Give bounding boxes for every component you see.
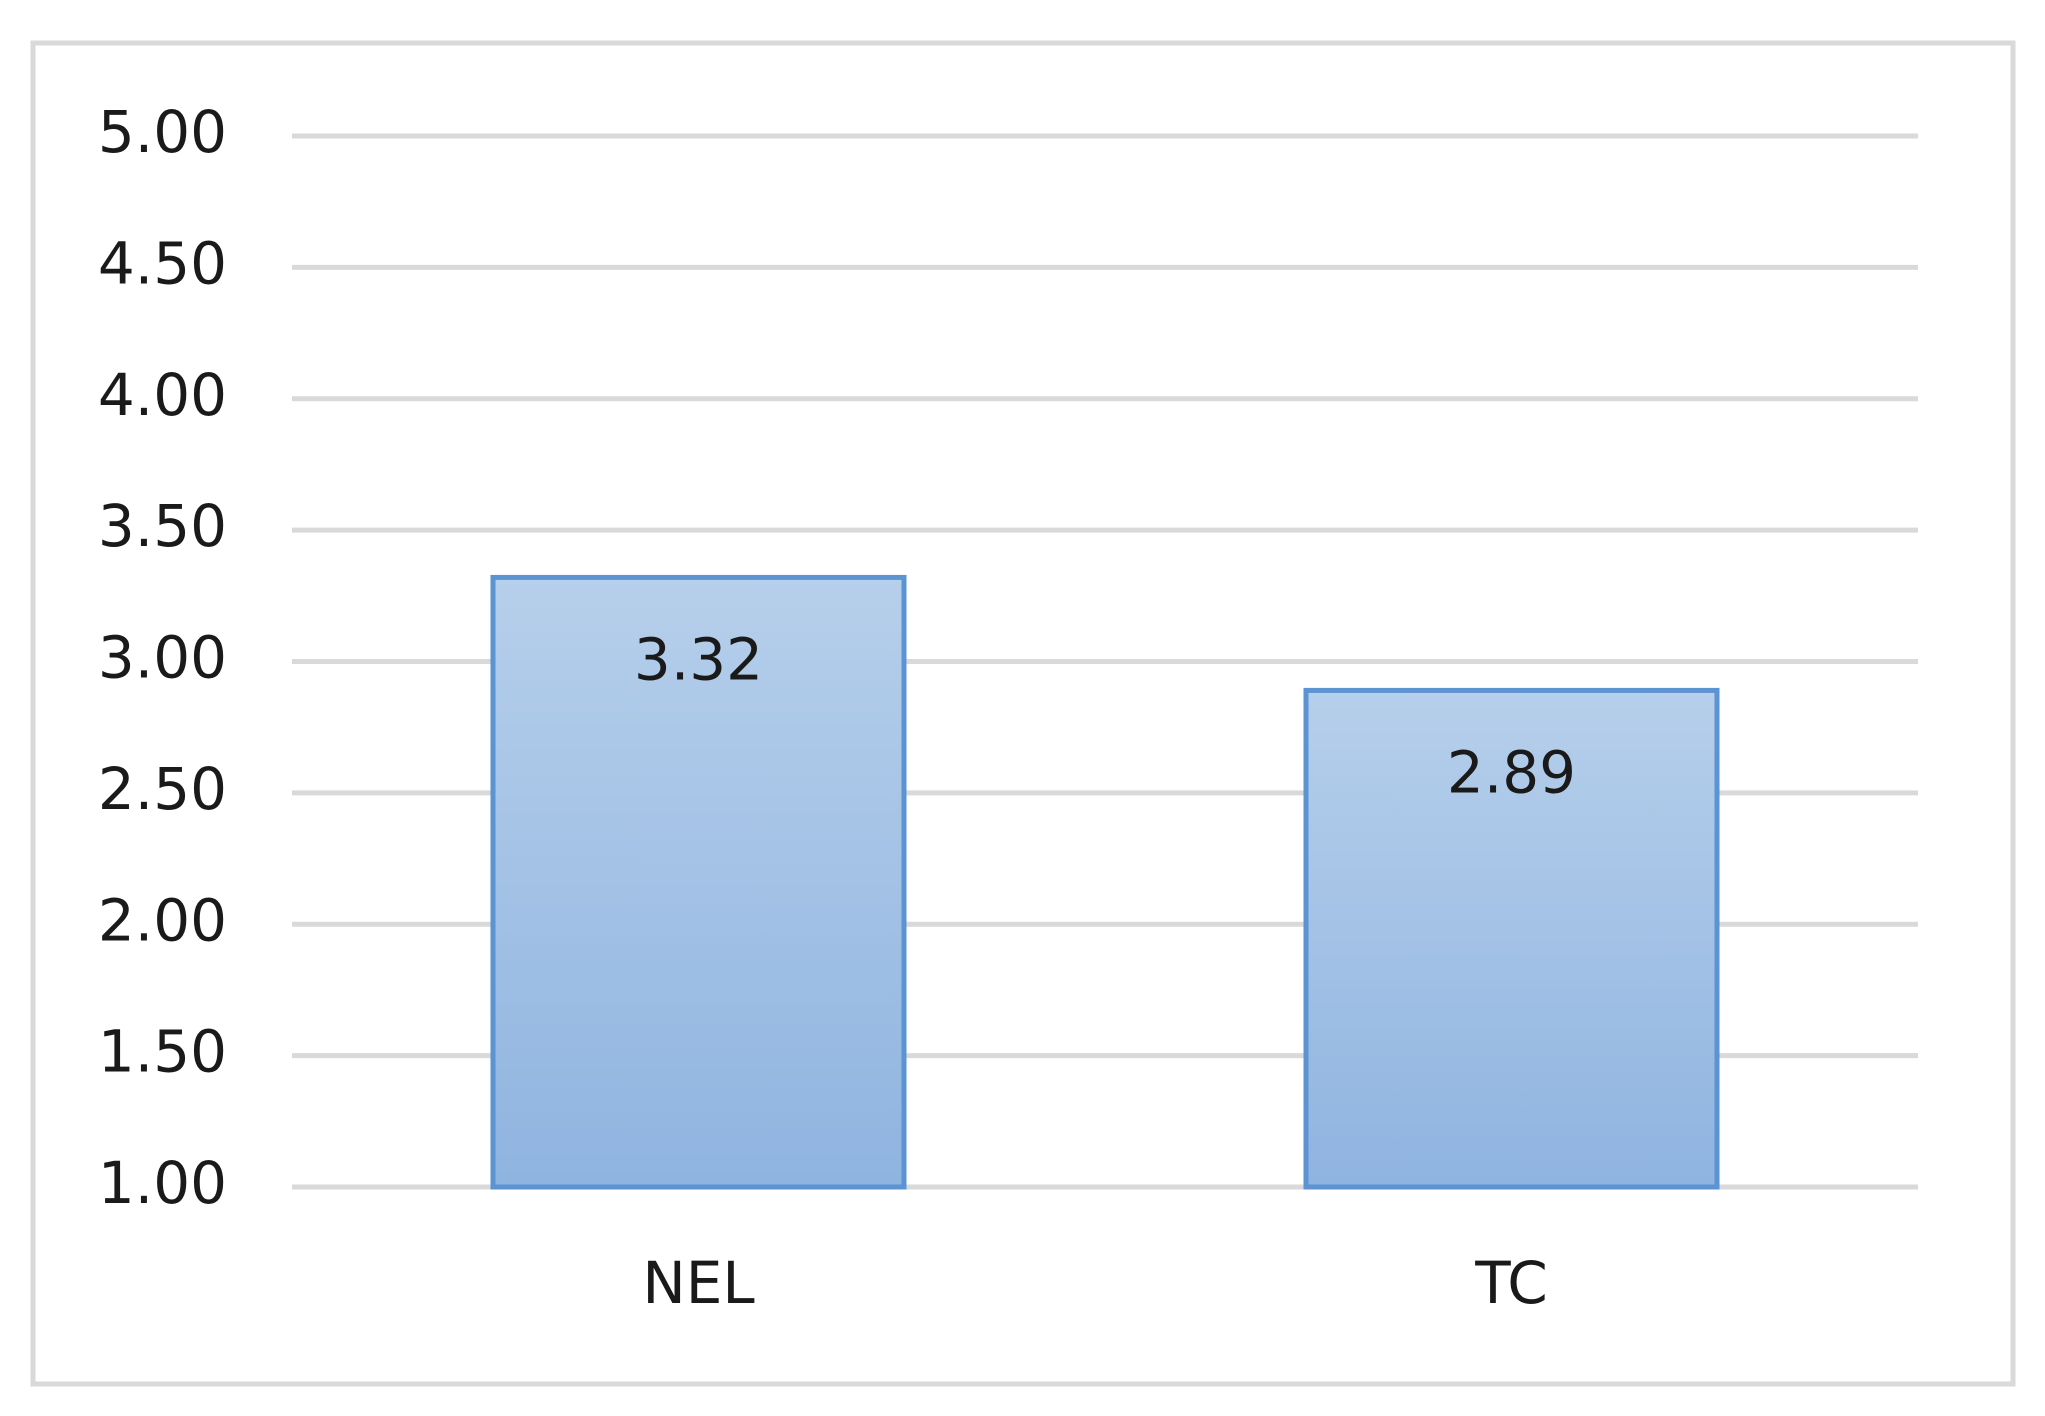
- bar: [1303, 687, 1720, 1190]
- y-tick-label: 4.50: [98, 229, 227, 297]
- y-tick-label: 2.00: [98, 886, 227, 954]
- y-tick-label: 1.00: [98, 1149, 227, 1217]
- bar: [490, 574, 907, 1190]
- y-tick-label: 1.50: [98, 1018, 227, 1086]
- y-tick-label: 2.50: [98, 755, 227, 823]
- x-tick-label: NEL: [642, 1249, 754, 1317]
- y-tick-label: 5.00: [98, 98, 227, 166]
- x-tick-label: TC: [1474, 1249, 1548, 1317]
- plot: 1.00 1.50 2.00 2.50 3.00 3.50 4.00 4.50 5.00 3.32…: [98, 98, 1918, 1317]
- y-tick-label: 3.50: [98, 492, 227, 560]
- data-label: 2.89: [1447, 739, 1576, 807]
- y-tick-label: 4.00: [98, 361, 227, 429]
- data-label: 3.32: [634, 626, 763, 694]
- y-tick-label: 3.00: [98, 624, 227, 692]
